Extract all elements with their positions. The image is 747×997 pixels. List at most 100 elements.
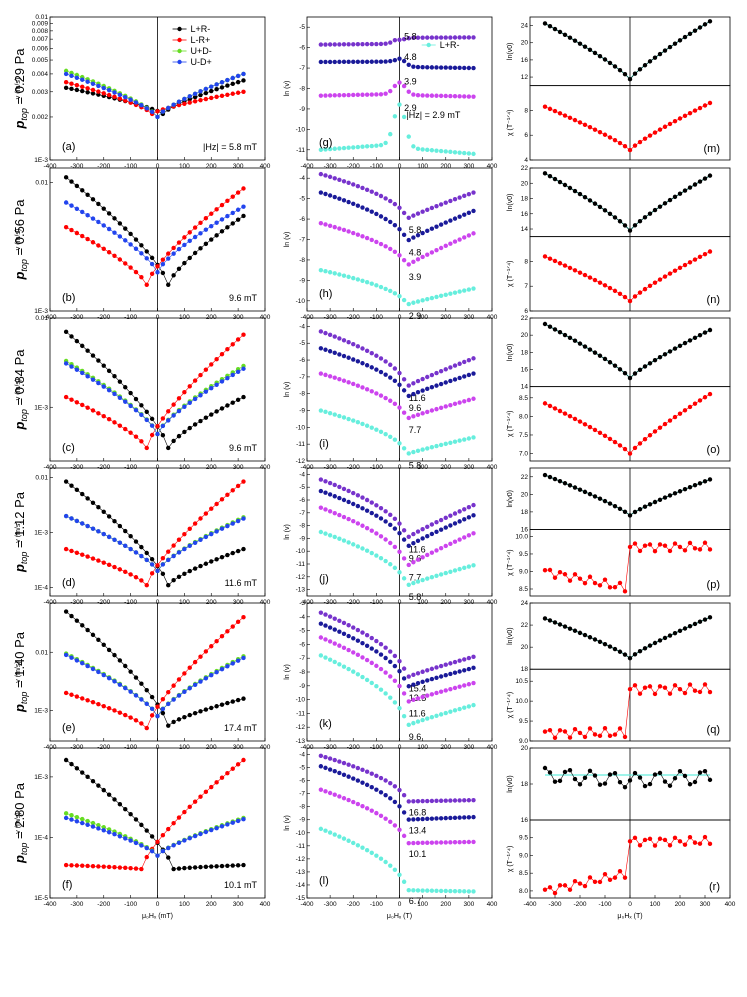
data-point <box>434 443 439 449</box>
data-point <box>341 514 347 520</box>
data-point <box>133 100 139 105</box>
data-point <box>128 242 133 247</box>
data-point <box>567 185 573 191</box>
data-point <box>466 233 472 238</box>
data-point <box>443 243 448 249</box>
data-point <box>171 820 176 826</box>
data-point <box>452 568 458 573</box>
data-point <box>567 626 573 631</box>
series-5.8: 5.8 <box>318 171 476 235</box>
data-point <box>542 729 548 734</box>
y-axis-label: ln (v) <box>284 81 291 97</box>
data-point <box>383 41 388 46</box>
data-point <box>471 502 476 508</box>
fit-line <box>544 20 711 81</box>
series-line <box>544 251 711 302</box>
data-point <box>429 531 435 537</box>
data-point <box>607 436 613 442</box>
panel-ytick-label: -8 <box>299 523 305 530</box>
data-point <box>355 638 361 643</box>
series-line <box>65 331 244 449</box>
data-point <box>572 188 578 194</box>
series-L-R+ <box>63 186 246 287</box>
panel-xtick-label: -300 <box>70 314 83 321</box>
data-point <box>443 404 448 409</box>
data-point <box>607 60 613 66</box>
data-point <box>557 261 563 266</box>
data-point <box>374 513 379 518</box>
series-3.9: 3.9 <box>318 76 476 99</box>
data-point <box>346 647 351 653</box>
data-point <box>133 866 139 871</box>
data-point <box>452 150 458 155</box>
panel-ytick-label: -9 <box>299 535 305 542</box>
data-point <box>80 209 85 215</box>
data-point <box>388 198 393 204</box>
data-point <box>434 675 439 680</box>
data-point <box>128 265 133 270</box>
data-point <box>101 414 106 419</box>
data-point <box>397 56 402 61</box>
data-point <box>182 429 187 435</box>
data-point <box>562 332 568 338</box>
data-point <box>411 682 416 687</box>
data-point <box>632 770 638 776</box>
data-point <box>327 270 333 275</box>
data-point <box>443 220 448 225</box>
y-axis-label: ln(v0) <box>507 344 514 362</box>
data-point <box>378 505 384 511</box>
data-point <box>117 92 123 98</box>
data-point <box>149 271 155 276</box>
data-point <box>374 531 379 536</box>
data-point <box>203 649 209 654</box>
data-point <box>332 224 337 230</box>
data-point <box>420 555 425 560</box>
panel-xtick-label: 400 <box>260 314 271 321</box>
data-point <box>80 233 85 239</box>
panel-xtick-label: 200 <box>440 901 451 908</box>
data-point <box>187 425 192 431</box>
data-point <box>369 425 374 430</box>
data-point <box>462 889 467 894</box>
data-point <box>572 117 578 123</box>
data-point <box>80 491 85 497</box>
data-point <box>415 412 421 417</box>
data-point <box>123 685 128 691</box>
data-point <box>672 414 678 420</box>
data-point <box>607 772 613 777</box>
data-point <box>337 770 342 776</box>
data-point <box>101 531 106 537</box>
data-point <box>112 652 117 658</box>
data-point <box>74 766 80 771</box>
data-point <box>552 779 558 784</box>
data-point <box>230 400 235 405</box>
data-point <box>182 101 187 106</box>
data-point <box>425 576 430 581</box>
data-point <box>392 83 398 89</box>
data-point <box>214 825 219 831</box>
series-label: 10.1 <box>409 849 427 859</box>
data-point <box>662 495 668 500</box>
data-point <box>235 818 241 824</box>
data-point <box>642 837 648 843</box>
data-point <box>198 654 203 659</box>
data-point <box>187 568 192 574</box>
data-point <box>203 86 209 92</box>
data-point <box>677 768 683 774</box>
panel-ytick-label: -5 <box>299 765 305 772</box>
panel-ytick-label: -15 <box>296 895 306 902</box>
panel-ytick-label: 18 <box>521 666 529 673</box>
data-point <box>429 205 435 211</box>
panel-xtick-label: -400 <box>43 464 56 471</box>
panel-ytick-label: -9 <box>299 817 305 824</box>
data-point <box>203 561 209 566</box>
data-point <box>155 109 160 114</box>
data-point <box>101 246 106 252</box>
data-point <box>219 634 225 639</box>
data-point <box>462 683 467 688</box>
data-point <box>85 374 90 379</box>
data-point <box>198 372 203 378</box>
panel-ytick-label: 9.5 <box>519 718 528 725</box>
